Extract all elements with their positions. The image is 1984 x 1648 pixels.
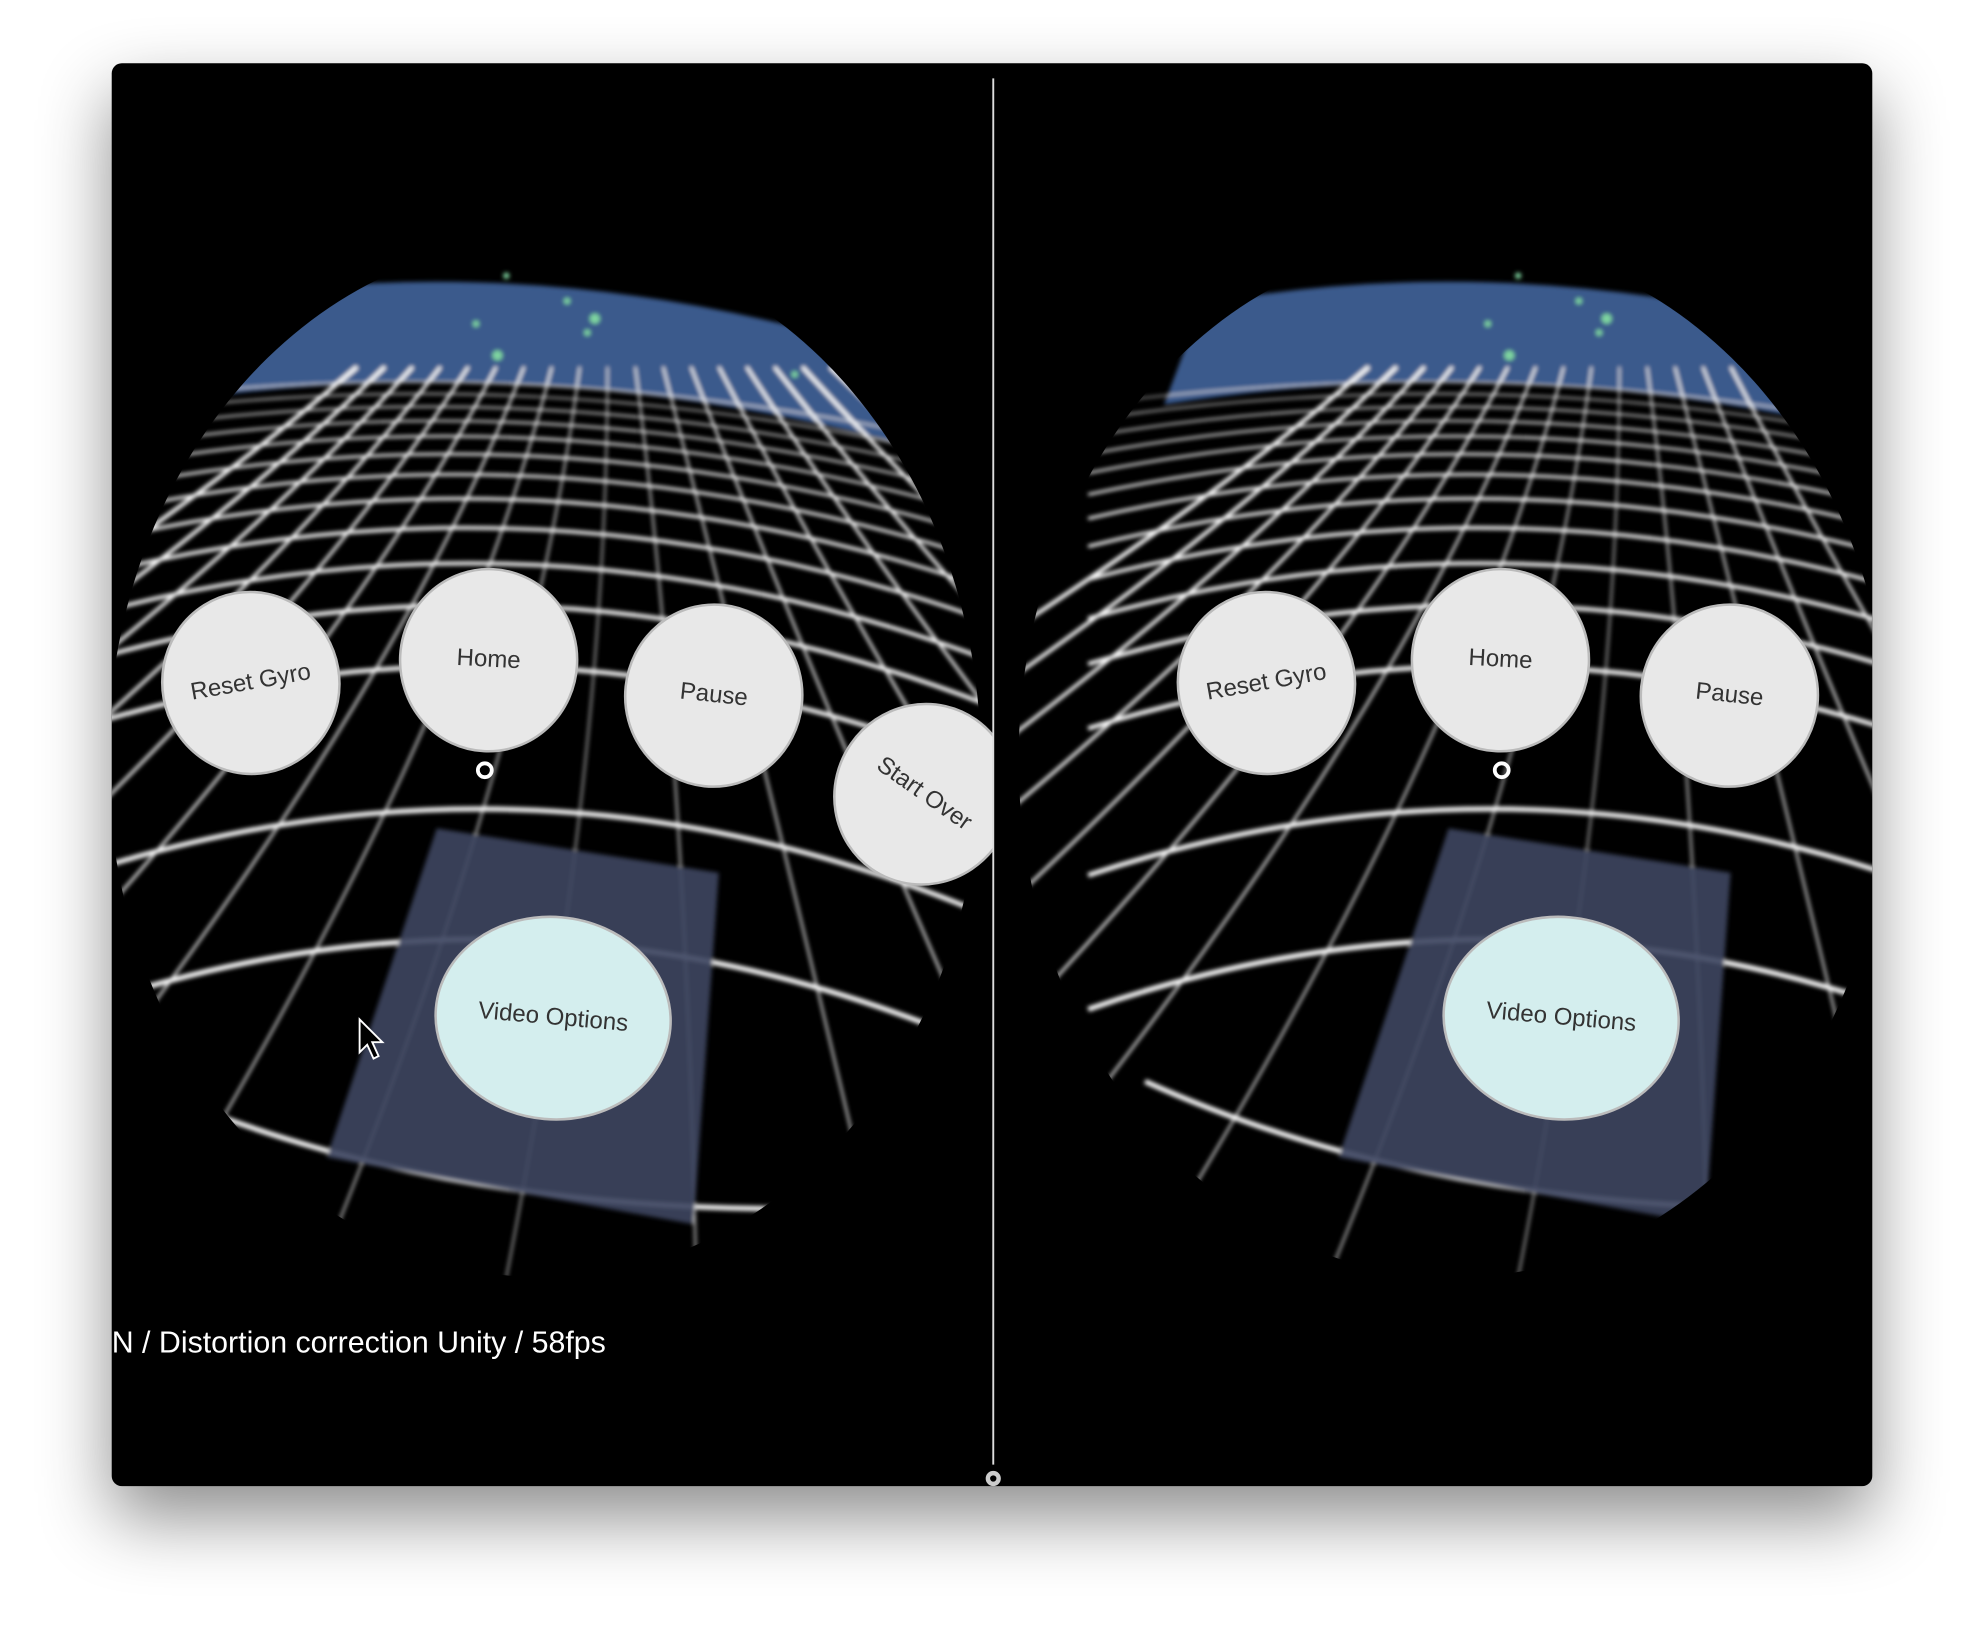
grid-line (111, 365, 387, 1278)
grid-line (111, 365, 442, 1278)
grid-line (111, 526, 981, 632)
grid-line (1018, 366, 1482, 1278)
grid-line (773, 365, 981, 1278)
grid-line (111, 365, 359, 1278)
grid-line (111, 806, 981, 929)
grid-line (800, 365, 981, 1278)
button-face (1176, 590, 1357, 776)
grid-line (1087, 561, 1873, 671)
grid-line (1088, 381, 1873, 456)
sky-band (152, 281, 943, 456)
star (1484, 320, 1491, 327)
grid-line (1087, 435, 1873, 525)
grid-line (111, 366, 498, 1278)
grid-line (111, 365, 415, 1278)
mouse-cursor (358, 1017, 385, 1060)
grid-line (745, 366, 981, 1278)
grid-line (1087, 419, 1873, 506)
star (492, 350, 503, 361)
star (1601, 313, 1612, 324)
star (563, 297, 571, 305)
grid-line (1018, 365, 1454, 1278)
menu-button[interactable]: Video Options (1435, 907, 1687, 1129)
grid-line (111, 366, 470, 1278)
button-face (1410, 567, 1591, 753)
button-face (434, 915, 672, 1121)
grid-line (1018, 365, 1399, 1278)
grid-line (1087, 806, 1873, 929)
button-label: Home (1468, 644, 1533, 674)
grid-line (1087, 472, 1873, 571)
button-face (833, 702, 994, 886)
grid-line (1018, 365, 1426, 1278)
gaze-reticle (475, 761, 494, 780)
menu-button[interactable]: Reset Gyro (148, 578, 354, 788)
grid-line (1018, 365, 1371, 1278)
star (1504, 350, 1515, 361)
button-face (1639, 603, 1820, 788)
menu-button[interactable]: Reset Gyro (1163, 578, 1369, 788)
star (589, 313, 600, 324)
grid-line (111, 561, 981, 671)
settings-gear[interactable] (985, 1470, 1001, 1487)
grid-line (1018, 366, 1510, 1278)
menu-button[interactable]: Video Options (427, 907, 679, 1129)
menu-button[interactable]: Start Over (799, 669, 1049, 920)
menu-button[interactable]: Pause (616, 596, 811, 796)
button-face (160, 590, 341, 776)
grid-line (1701, 366, 1873, 1278)
star (1575, 297, 1583, 305)
star (503, 272, 510, 279)
star (1595, 329, 1603, 336)
button-face (1442, 915, 1680, 1121)
grid-line (111, 472, 981, 571)
grid-line (111, 452, 981, 547)
grid-line (111, 366, 526, 1278)
grid-line (1729, 366, 1873, 1278)
menu-button[interactable]: Home (1407, 565, 1593, 756)
grid-line (1868, 365, 1873, 1278)
grid-line (1087, 452, 1873, 547)
grid-line (111, 435, 981, 525)
grid-line (1087, 526, 1873, 632)
star (1514, 272, 1522, 279)
menu-button[interactable]: Home (395, 565, 581, 756)
status-text: N / Distortion correction Unity / 58fps (112, 1326, 606, 1359)
button-face (623, 603, 804, 788)
grid-line (1087, 405, 1873, 488)
star (472, 320, 480, 327)
button-label: Home (456, 644, 521, 674)
button-face (398, 567, 579, 753)
menu-button[interactable]: Pause (1632, 596, 1827, 796)
star (584, 329, 591, 336)
star (791, 371, 798, 378)
grid-line (111, 419, 981, 506)
grid-line (1137, 366, 1565, 1278)
gaze-reticle (1492, 761, 1511, 780)
